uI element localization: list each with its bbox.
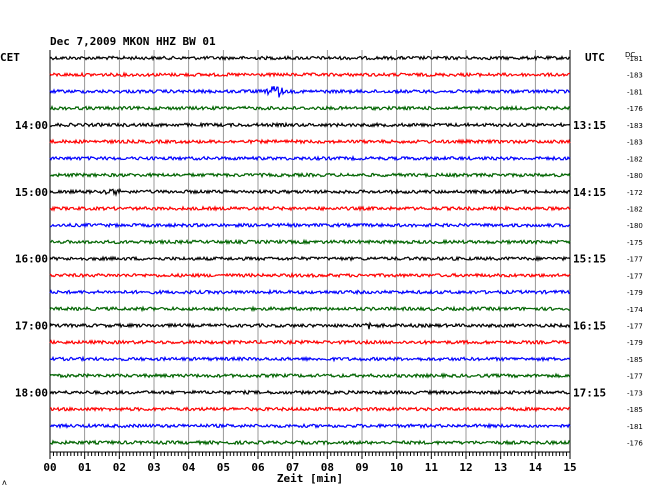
x-tick-label: 09: [355, 461, 368, 474]
trace-lines: [49, 55, 571, 446]
left-hour-label: 17:00: [15, 320, 48, 333]
dc-offset-labels: -181 -183 -181 -176 -183 -183 -182 -180 -172 -182…: [627, 55, 643, 448]
x-tick-label: 08: [321, 461, 334, 474]
right-hour-label: 13:15: [573, 119, 606, 132]
x-tick-label: 02: [113, 461, 126, 474]
trace-8: [49, 171, 571, 179]
chart-title: Dec 7,2009 MKON HHZ BW 01: [50, 35, 216, 48]
dc-offset-label: -179: [627, 289, 643, 297]
x-tick-label: 05: [217, 461, 230, 474]
trace-11: [49, 222, 571, 229]
trace-13: [49, 255, 571, 262]
trace-5: [49, 121, 571, 129]
trace-20: [49, 372, 571, 380]
dc-offset-label: -175: [627, 239, 643, 247]
dc-offset-label: -181: [627, 423, 643, 431]
trace-16: [49, 305, 571, 313]
dc-offset-label: -185: [627, 406, 643, 414]
dc-offset-label: -173: [627, 389, 643, 397]
x-axis-label: Zeit [min]: [277, 472, 343, 485]
x-tick-label: 15: [563, 461, 576, 474]
dc-offset-label: -181: [627, 88, 643, 96]
dc-offset-label: -183: [627, 72, 643, 80]
dc-offset-label: -185: [627, 356, 643, 364]
x-tick-label: 07: [286, 461, 299, 474]
dc-offset-label: -179: [627, 339, 643, 347]
trace-15: [49, 288, 571, 296]
trace-19: [49, 355, 571, 363]
x-axis: 00 01 02 03 04 05 06 07 08 09 10 11 12 13 14 15 Zeit [mi…: [43, 451, 577, 485]
dc-offset-label: -180: [627, 172, 643, 180]
trace-24: [49, 439, 571, 446]
dc-offset-label: -183: [627, 139, 643, 147]
right-hour-label: 15:15: [573, 253, 606, 266]
x-tick-label: 01: [78, 461, 92, 474]
dc-offset-label: -174: [627, 306, 643, 314]
dc-offset-label: -182: [627, 155, 643, 163]
trace-12: [49, 238, 571, 246]
dc-offset-label: -177: [627, 323, 643, 331]
x-tick-label: 14: [529, 461, 543, 474]
trace-6: [49, 138, 571, 145]
dc-offset-label: -181: [627, 55, 643, 63]
dc-offset-label: -172: [627, 189, 643, 197]
trace-3: [49, 86, 571, 98]
x-tick-label: 10: [390, 461, 403, 474]
dc-offset-label: -183: [627, 122, 643, 130]
left-hour-label: 14:00: [15, 119, 48, 132]
x-tick-label: 03: [147, 461, 160, 474]
trace-1: [49, 55, 571, 62]
dc-offset-label: -177: [627, 272, 643, 280]
hour-labels: 14:00 15:00 16:00 17:00 18:00 13:15 14:15 15:15…: [15, 119, 606, 400]
trace-4: [49, 104, 571, 112]
dc-offset-label: -180: [627, 222, 643, 230]
left-timezone-label: CET: [0, 51, 20, 64]
trace-17: [49, 321, 571, 330]
dc-offset-label: -177: [627, 373, 643, 381]
dc-offset-label: -176: [627, 105, 643, 113]
left-hour-label: 16:00: [15, 253, 48, 266]
x-tick-label: 12: [459, 461, 472, 474]
trace-10: [49, 205, 571, 212]
trace-21: [49, 389, 571, 396]
right-hour-label: 16:15: [573, 320, 606, 333]
right-hour-label: 14:15: [573, 186, 606, 199]
left-hour-label: 15:00: [15, 186, 48, 199]
trace-23: [49, 422, 571, 430]
dc-offset-label: -182: [627, 205, 643, 213]
right-hour-label: 17:15: [573, 386, 606, 399]
trace-18: [49, 338, 571, 346]
trace-9: [49, 188, 571, 197]
x-tick-label: 13: [494, 461, 507, 474]
minute-gridlines: [49, 50, 571, 452]
x-tick-label: 04: [182, 461, 196, 474]
right-timezone-label: UTC: [585, 51, 605, 64]
trace-22: [49, 406, 571, 413]
x-tick-label: 06: [251, 461, 265, 474]
trace-14: [49, 271, 571, 279]
left-hour-label: 18:00: [15, 386, 48, 399]
trace-7: [49, 155, 571, 162]
trace-2: [49, 71, 571, 78]
dc-offset-label: -177: [627, 256, 643, 264]
corner-mark: ʌ: [2, 478, 7, 487]
dc-label: DC: [625, 51, 635, 59]
x-tick-label: 00: [43, 461, 56, 474]
dc-offset-label: -176: [627, 440, 643, 448]
x-tick-label: 11: [425, 461, 439, 474]
